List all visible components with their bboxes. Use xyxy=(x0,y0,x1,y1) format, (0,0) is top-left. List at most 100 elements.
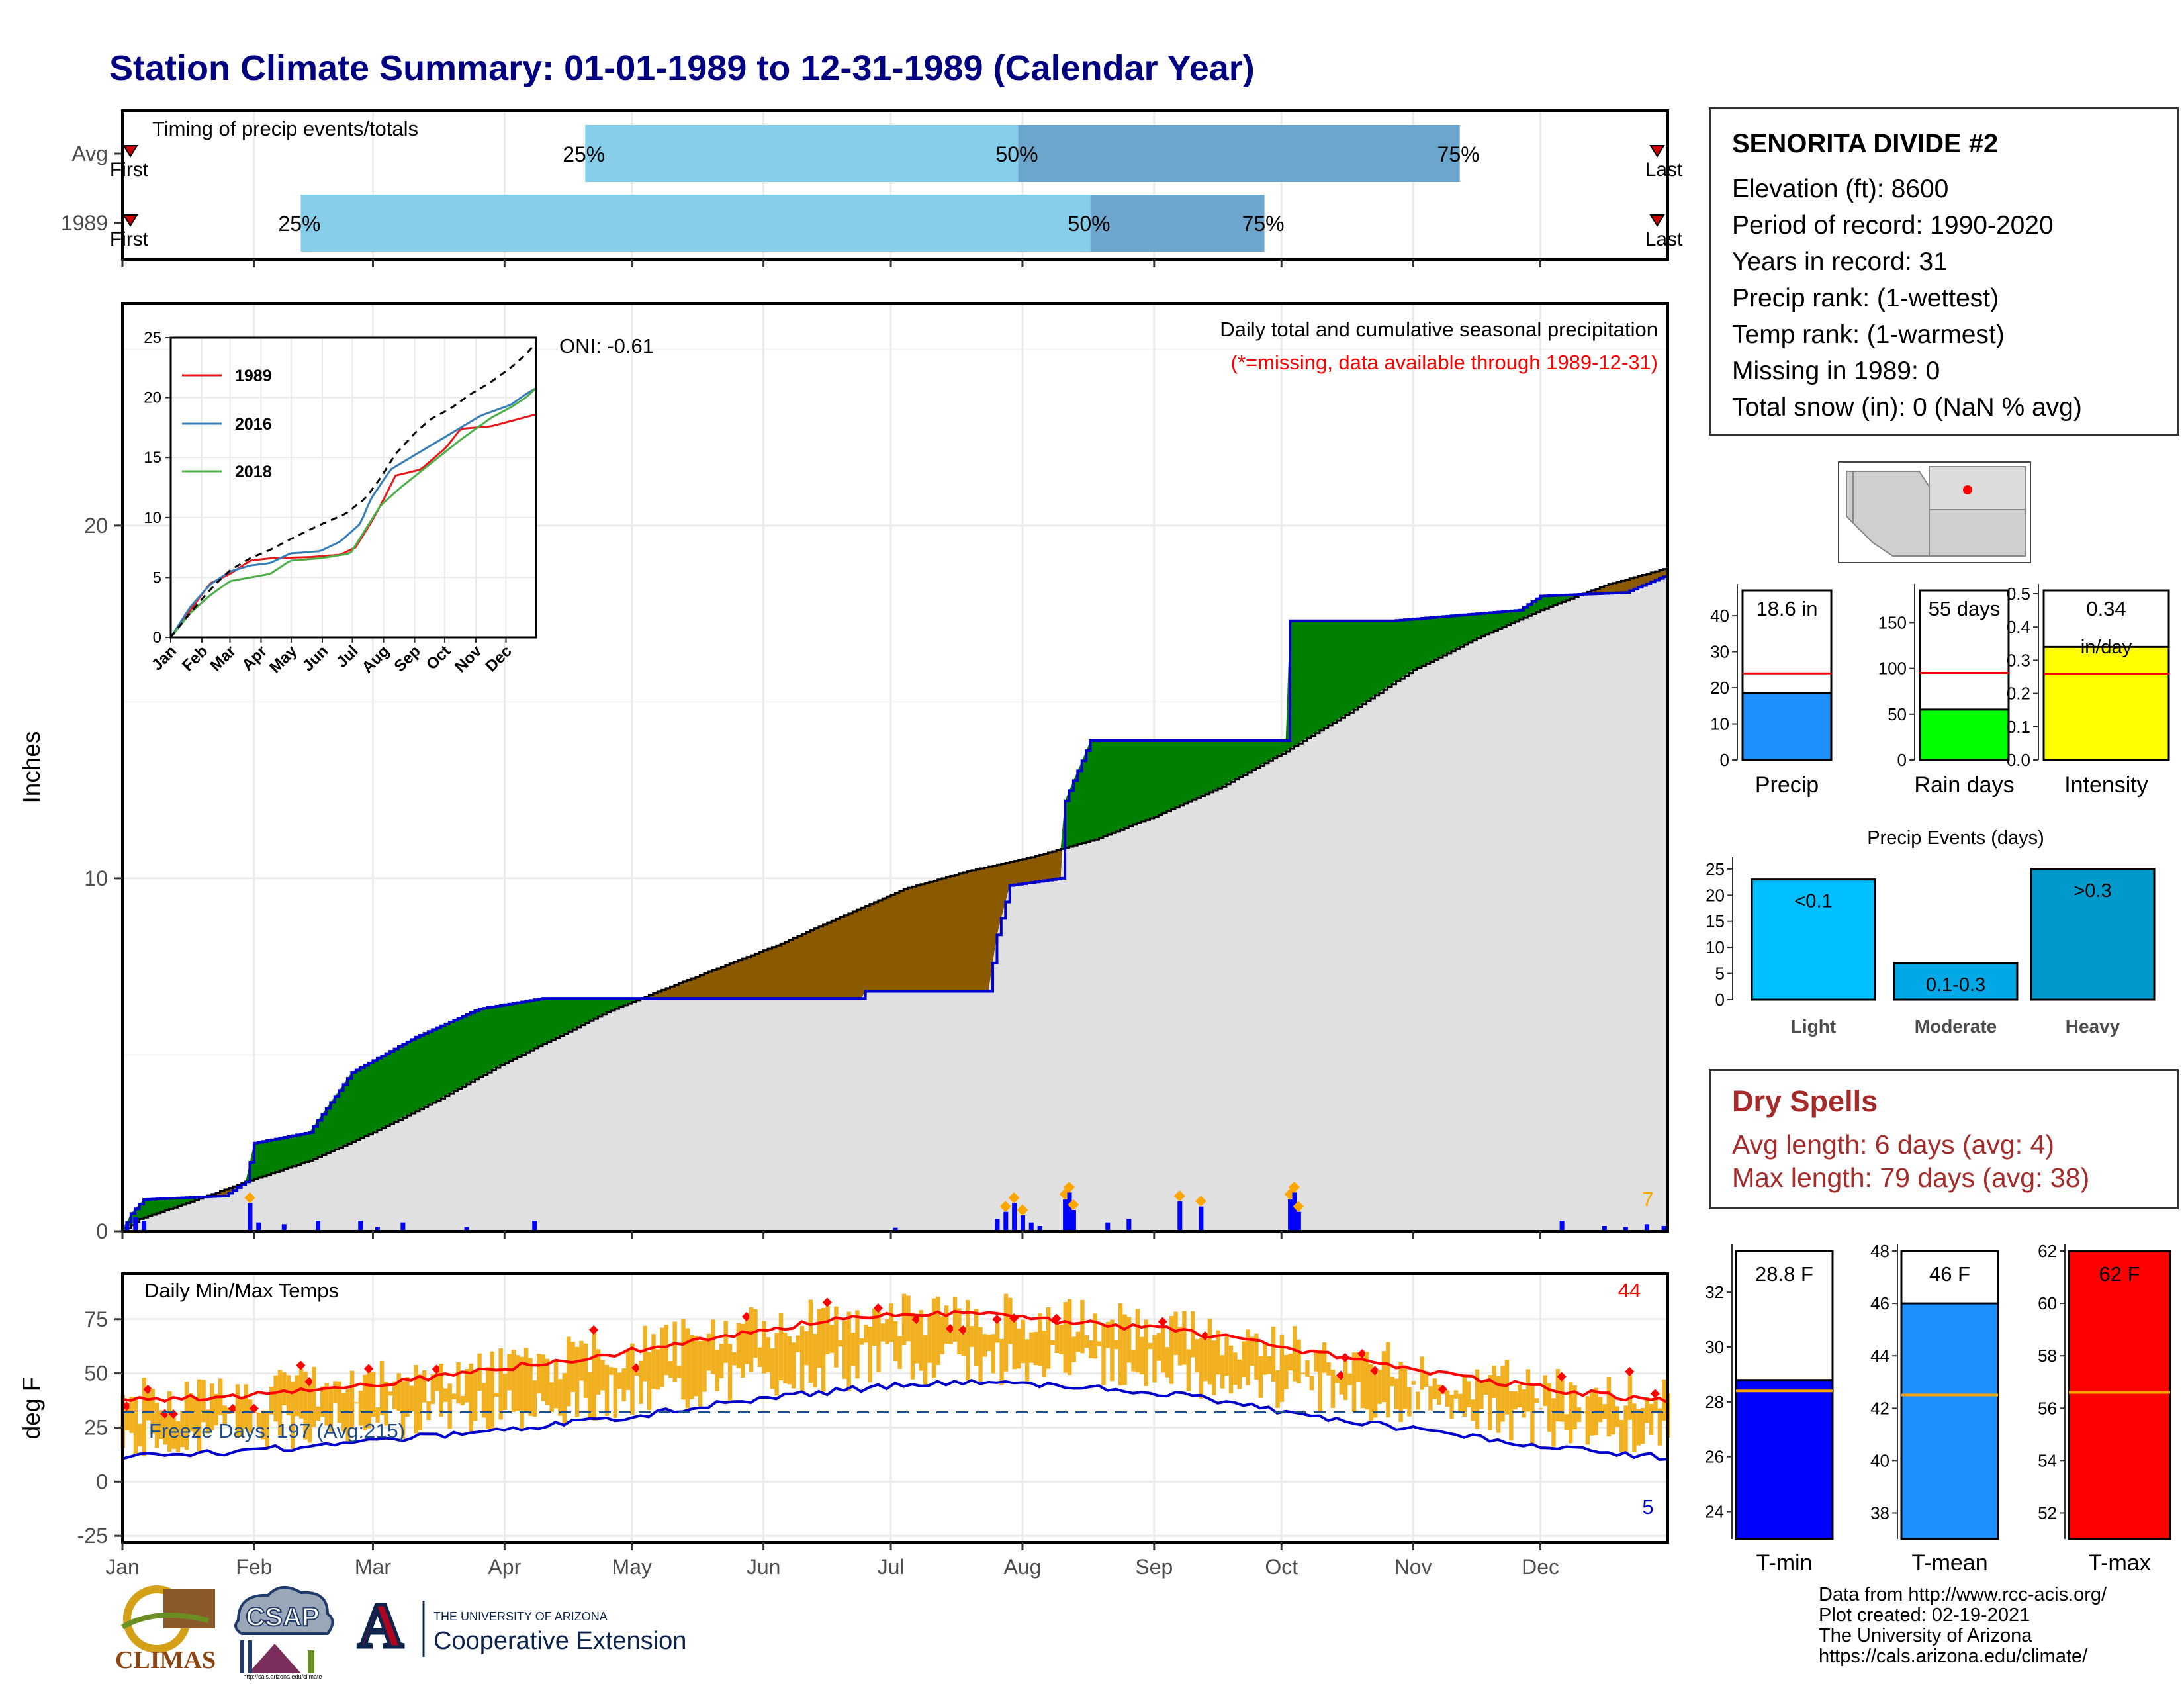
temps-record-high-marker xyxy=(1158,1317,1167,1327)
temps-daily-bar xyxy=(248,1399,253,1434)
temps-daily-bar xyxy=(753,1309,758,1358)
temps-daily-bar xyxy=(1530,1384,1535,1445)
temps-title: Daily Min/Max Temps xyxy=(144,1279,339,1302)
temps-daily-bar xyxy=(388,1391,393,1396)
temps-daily-bar xyxy=(205,1409,210,1434)
temps-daily-bar xyxy=(1186,1349,1191,1391)
temps-daily-bar xyxy=(282,1372,287,1405)
temp-summary-y-tick-label: 26 xyxy=(1705,1447,1724,1467)
temps-daily-bar xyxy=(1576,1407,1582,1423)
temps-daily-bar xyxy=(1292,1326,1297,1382)
precip-observed-area xyxy=(122,575,1668,1231)
temps-daily-bar xyxy=(660,1327,664,1387)
temps-daily-bar xyxy=(1636,1409,1641,1446)
precip-daily-marker xyxy=(1195,1196,1206,1207)
temps-daily-bar xyxy=(1339,1378,1343,1395)
temps-daily-bar xyxy=(961,1333,966,1356)
temps-daily-bar xyxy=(1598,1397,1603,1423)
temps-daily-bar xyxy=(1496,1376,1501,1433)
temp-summary-value: 46 F xyxy=(1929,1262,1970,1286)
temps-daily-bar xyxy=(226,1407,232,1414)
temps-daily-bar xyxy=(358,1390,363,1426)
temps-daily-bar xyxy=(1228,1345,1234,1394)
station-location-dot xyxy=(1963,485,1972,494)
precip-summary-value: 0.34 xyxy=(2086,597,2126,620)
temps-x-tick-label: Oct xyxy=(1265,1555,1298,1579)
temps-daily-bar xyxy=(966,1299,970,1381)
temps-daily-bar xyxy=(1216,1330,1220,1375)
precip-daily-bar xyxy=(1020,1215,1025,1231)
temps-daily-bar xyxy=(1356,1352,1361,1383)
precip-daily-bar xyxy=(1602,1226,1607,1231)
temps-daily-bar xyxy=(439,1364,444,1417)
temps-daily-bar xyxy=(1365,1352,1369,1410)
temps-daily-bar xyxy=(456,1362,461,1404)
station-snow: Total snow (in): 0 (NaN % avg) xyxy=(1732,393,2082,422)
temp-summary-value: 28.8 F xyxy=(1755,1262,1813,1286)
temps-daily-bar xyxy=(668,1361,673,1378)
temps-daily-bar xyxy=(1641,1407,1645,1444)
ua-letter-logo: A xyxy=(357,1590,403,1661)
precip-daily-bar xyxy=(142,1221,147,1231)
temp-summary-y-tick-label: 28 xyxy=(1705,1392,1724,1412)
temps-daily-bar xyxy=(1347,1374,1352,1385)
temps-daily-bar xyxy=(154,1402,159,1448)
climas-logo: CLIMAS xyxy=(115,1585,216,1674)
temps-record-high-marker xyxy=(822,1297,832,1307)
temps-daily-bar xyxy=(821,1307,826,1392)
inset-series-line xyxy=(169,342,537,638)
temps-daily-bar xyxy=(804,1331,809,1366)
precip-summary-y-tick-label: 0.5 xyxy=(2007,584,2030,604)
timing-frame xyxy=(121,109,1669,261)
temps-daily-bar xyxy=(749,1307,754,1372)
precip-y-tick-label: 0 xyxy=(96,1219,108,1243)
temps-daily-bar xyxy=(799,1326,805,1393)
temps-daily-bar xyxy=(813,1333,817,1388)
csap-logo-text: CSAP xyxy=(246,1603,319,1632)
temps-x-tick-label: Jul xyxy=(878,1555,905,1579)
temps-daily-bar xyxy=(1517,1384,1522,1407)
timing-bar-q25-q50 xyxy=(300,195,1091,252)
temps-daily-bar xyxy=(1343,1360,1348,1400)
oni-label: ONI: -0.61 xyxy=(559,334,654,357)
temps-daily-bar xyxy=(647,1352,652,1410)
credit-plot-created: Plot created: 02-19-2021 xyxy=(1819,1605,2030,1626)
temps-record-high-marker xyxy=(992,1314,1002,1325)
temps-daily-bar xyxy=(672,1321,677,1383)
temps-daily-bar xyxy=(1177,1327,1183,1366)
temps-daily-bar xyxy=(1110,1319,1115,1382)
temps-daily-bar xyxy=(1437,1384,1441,1405)
temps-daily-bar xyxy=(1237,1359,1242,1389)
temps-daily-bar xyxy=(1449,1395,1454,1419)
timing-first-marker xyxy=(122,214,138,227)
temps-daily-bar xyxy=(978,1327,983,1382)
precip-summary-label: Rain days xyxy=(1914,773,2014,798)
timing-bar-q25-q50 xyxy=(585,125,1019,182)
temps-daily-bar xyxy=(1458,1393,1463,1412)
temps-avg-max-line xyxy=(122,1309,1668,1404)
temps-daily-bar xyxy=(244,1384,248,1430)
precip-daily-bar xyxy=(400,1222,406,1231)
temps-daily-bar xyxy=(732,1352,737,1366)
temp-summary-y-tick-label: 30 xyxy=(1705,1337,1724,1357)
temps-daily-bar xyxy=(702,1338,707,1392)
temps-daily-bar xyxy=(549,1382,554,1413)
temps-daily-bar xyxy=(948,1332,953,1344)
temps-daily-bar xyxy=(265,1410,270,1448)
precip-daily-bar xyxy=(1063,1199,1068,1231)
temp-summary-y-tick-label: 44 xyxy=(1870,1346,1889,1366)
precip-daily-bar xyxy=(1003,1211,1009,1231)
temps-daily-bar xyxy=(1144,1319,1148,1386)
temps-daily-bar xyxy=(613,1368,618,1418)
temps-daily-bar xyxy=(1335,1375,1340,1383)
temp-summary-bar xyxy=(1735,1379,1834,1540)
inset-y-tick-label: 15 xyxy=(144,449,161,467)
precip-daily-bar xyxy=(1292,1192,1297,1231)
precip-summary-bar xyxy=(2042,645,2170,761)
temps-daily-bar xyxy=(298,1368,304,1419)
temps-daily-bar xyxy=(1279,1334,1285,1402)
temps-daily-bar xyxy=(1522,1389,1526,1418)
precip-summary-bar xyxy=(1919,708,2010,761)
temps-daily-bar xyxy=(498,1348,503,1420)
precip-daily-marker xyxy=(999,1201,1011,1213)
